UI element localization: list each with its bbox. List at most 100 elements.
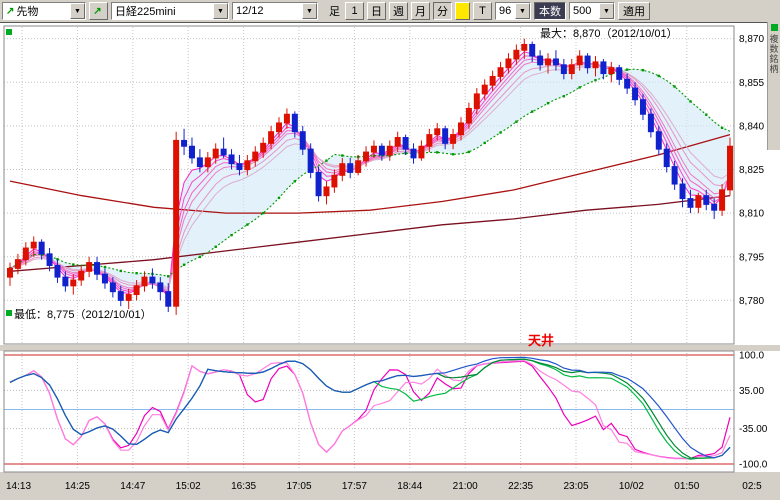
candle-body (450, 134, 457, 144)
candle-body (545, 58, 552, 66)
candle-body (616, 67, 623, 80)
market-select[interactable]: ↗ 先物 ▼ (2, 2, 86, 20)
green-ma-marker (530, 110, 534, 113)
ma-ribbon-line (9, 63, 731, 291)
candle-body (671, 166, 678, 185)
dropdown-arrow-icon[interactable]: ▼ (213, 3, 228, 19)
ceiling-signal-label: 天井 (528, 333, 555, 348)
apply-button[interactable]: 適用 (618, 2, 650, 20)
green-ma-marker (705, 113, 708, 116)
min-price-annotation: 最低：8,775（2012/10/01） (14, 309, 152, 321)
green-ma-marker (182, 263, 186, 266)
period-button-day[interactable]: 日 (367, 2, 386, 20)
dropdown-arrow-icon[interactable]: ▼ (599, 3, 614, 19)
candle-body (473, 93, 480, 109)
period-button-month[interactable]: 月 (411, 2, 430, 20)
candle-body (632, 87, 639, 101)
time-axis-label: 22:35 (508, 481, 533, 492)
candle-body (62, 276, 69, 287)
candle-body (560, 64, 567, 75)
chart-line-icon: ↗ (93, 5, 102, 17)
selected-period-indicator[interactable] (455, 2, 470, 20)
candle-body (386, 145, 393, 156)
price-axis-label: 8,870 (739, 34, 764, 45)
candle-body (54, 264, 61, 278)
candle-body (149, 276, 156, 284)
multi-symbol-label: 複数銘柄 (768, 34, 779, 74)
time-axis-band (0, 472, 780, 500)
candle-body (608, 67, 615, 75)
candle-body (687, 198, 694, 208)
green-square-icon (770, 24, 778, 31)
bar-count-select[interactable]: 500 ▼ (569, 2, 615, 20)
price-axis-label: 8,840 (739, 121, 764, 132)
candle-body (220, 148, 227, 156)
bar-type-label: 足 (329, 6, 340, 18)
ma-ribbon-line (9, 51, 731, 299)
chart-line-icon: ↗ (6, 5, 15, 17)
green-ma-marker (246, 223, 249, 226)
candle-body (497, 67, 504, 77)
time-axis-label: 18:44 (397, 481, 422, 492)
max-price-annotation: 最大：8,870（2012/10/01） (540, 28, 678, 40)
date-select[interactable]: 12/12 ▼ (232, 2, 318, 20)
interval-select[interactable]: 96 ▼ (495, 2, 531, 20)
chart-type-button[interactable]: ↗ (89, 2, 108, 20)
candle-body (323, 186, 330, 197)
price-axis-label: 8,795 (739, 252, 764, 263)
candle-body (283, 113, 290, 124)
candle-body (624, 78, 631, 89)
candle-body (378, 145, 385, 156)
green-ma-marker (103, 265, 107, 269)
green-ma-marker (277, 196, 281, 200)
candle-body (513, 49, 520, 60)
candle-body (647, 113, 654, 133)
price-axis-label: 8,810 (739, 209, 764, 220)
candle-body (418, 145, 425, 159)
time-axis-label: 16:35 (231, 481, 256, 492)
time-axis-label: 10/02 (619, 481, 644, 492)
indicator-plot-frame (3, 350, 735, 473)
green-ma-marker (673, 85, 676, 88)
price-axis-label: 8,780 (739, 296, 764, 307)
dropdown-arrow-icon[interactable]: ▼ (515, 3, 530, 19)
green-ma-marker (641, 69, 645, 72)
dropdown-arrow-icon[interactable]: ▼ (302, 3, 317, 19)
chart-region: 14:13 14:25 14:47 15:02 16:35 17:05 17:57 18:44… (0, 22, 780, 500)
candle-body (727, 145, 733, 191)
candle-body (22, 247, 29, 261)
multi-symbol-panel-handle[interactable]: 複数銘柄 (767, 22, 780, 150)
candle-body (639, 99, 646, 115)
green-ma-marker (546, 101, 550, 105)
dropdown-arrow-icon[interactable]: ▼ (70, 3, 85, 19)
period-button-1[interactable]: 1 (345, 2, 364, 20)
symbol-select-value: 日経225mini (115, 6, 176, 18)
green-ma-marker (483, 141, 486, 145)
green-ma-marker (214, 245, 217, 248)
period-button-week[interactable]: 週 (389, 2, 408, 20)
min-marker (6, 310, 12, 316)
candle-body (30, 241, 37, 249)
period-button-minute[interactable]: 分 (433, 2, 452, 20)
candle-body (101, 273, 108, 284)
candle-body (70, 279, 77, 287)
time-axis-label: 23:05 (563, 481, 588, 492)
candle-body (584, 55, 591, 69)
candle-body (655, 131, 662, 150)
symbol-select[interactable]: 日経225mini ▼ (111, 2, 229, 20)
candle-body (173, 139, 180, 307)
indicator-axis-label: -35.00 (739, 424, 768, 435)
panel-divider (0, 345, 780, 351)
tick-button[interactable]: T (473, 2, 492, 20)
max-marker (6, 29, 12, 35)
green-ma-marker (515, 120, 518, 123)
candle-body (299, 131, 306, 150)
green-ma-marker (578, 86, 581, 89)
candle-body (276, 122, 283, 133)
green-ma-marker (119, 269, 122, 273)
green-ma-marker (451, 153, 455, 156)
chart-canvas[interactable]: 14:13 14:25 14:47 15:02 16:35 17:05 17:57 18:44… (0, 23, 780, 500)
interval-select-value: 96 (499, 5, 512, 17)
bar-count-button[interactable]: 本数 (534, 2, 566, 20)
candle-body (410, 148, 417, 159)
